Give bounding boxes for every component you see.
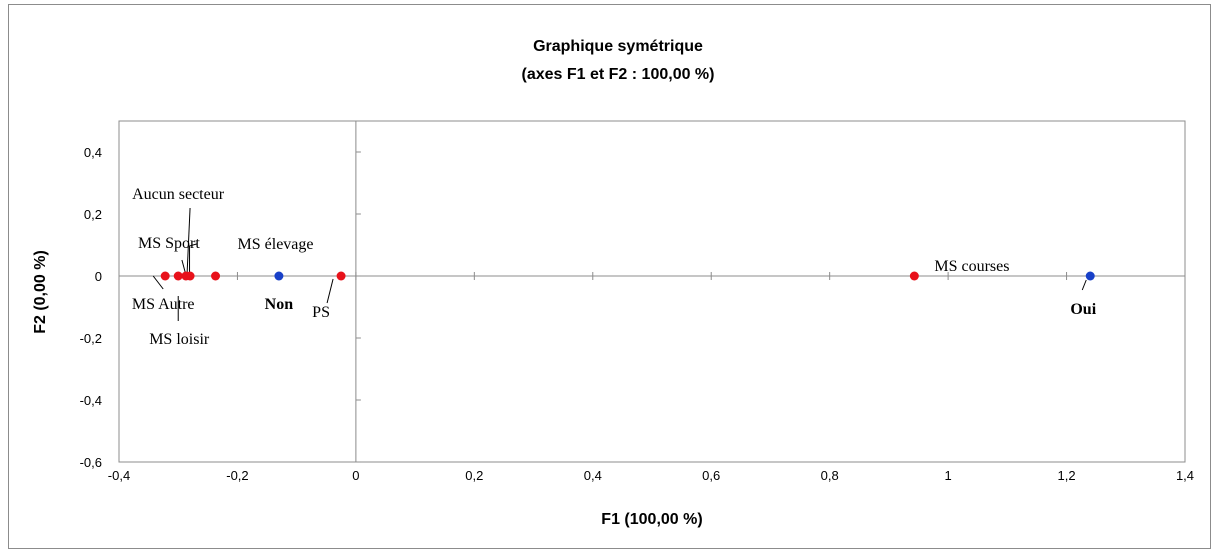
point-label-ms-courses: MS courses [934,258,1009,275]
point-label-aucun-secteur: Aucun secteur [132,186,225,203]
y-tick-label: 0 [95,269,102,284]
point-label-ps: PS [312,304,330,321]
axes [118,121,1186,463]
leader-line-aucun-secteur [186,207,191,275]
point-non [274,271,284,281]
point-labels: MS Autre MS loisir MS Sport Aucun secteur MS… [132,186,1097,348]
x-tick-label: 0,6 [702,468,720,483]
point-label-ms-levage: MS élevage [238,236,314,253]
y-tick-label: -0,6 [80,455,102,470]
point-label-ms-autre: MS Autre [132,296,195,313]
x-tick-label: -0,2 [226,468,248,483]
data-points [160,271,1095,281]
leader-line-ms-levage [189,243,197,272]
point-ms-loisir [173,271,183,281]
x-tick-label: 1,4 [1176,468,1194,483]
point-ps [336,271,346,281]
y-tick-label: -0,4 [80,393,102,408]
point-label-non: Non [265,296,294,313]
chart-title: Graphique symétrique [533,38,703,55]
point-aucun-secteur [185,271,195,281]
x-tick-label: -0,4 [108,468,130,483]
x-tick-label: 1,2 [1058,468,1076,483]
point-ms-autre [160,271,170,281]
point-ms-levage [211,271,221,281]
y-tick-label: 0,2 [84,207,102,222]
point-ms-courses [909,271,919,281]
plot-area [118,120,1186,463]
x-axis-title: F1 (100,00 %) [601,511,702,528]
point-label-ms-sport: MS Sport [138,235,200,252]
x-tick-label: 0 [352,468,359,483]
leader-line-oui [1081,279,1087,291]
x-tick-label: 0,8 [821,468,839,483]
y-axis-title: F2 (0,00 %) [32,250,49,334]
leader-line-ps [326,278,334,304]
x-tick-label: 0,2 [465,468,483,483]
leader-line-ms-autre [152,275,164,290]
y-tick-label: -0,2 [80,331,102,346]
x-tick-label: 1 [944,468,951,483]
tick-labels: -0,4 -0,2 0 0,2 0,4 0,6 0,8 1 1,2 1,4 0,4 0,2 0 -0,2 -… [80,145,1194,483]
y-tick-label: 0,4 [84,145,102,160]
point-oui [1085,271,1095,281]
x-tick-label: 0,4 [584,468,602,483]
point-label-ms-loisir: MS loisir [149,331,210,348]
chart-subtitle: (axes F1 et F2 : 100,00 %) [522,66,715,83]
point-label-oui: Oui [1070,301,1096,318]
